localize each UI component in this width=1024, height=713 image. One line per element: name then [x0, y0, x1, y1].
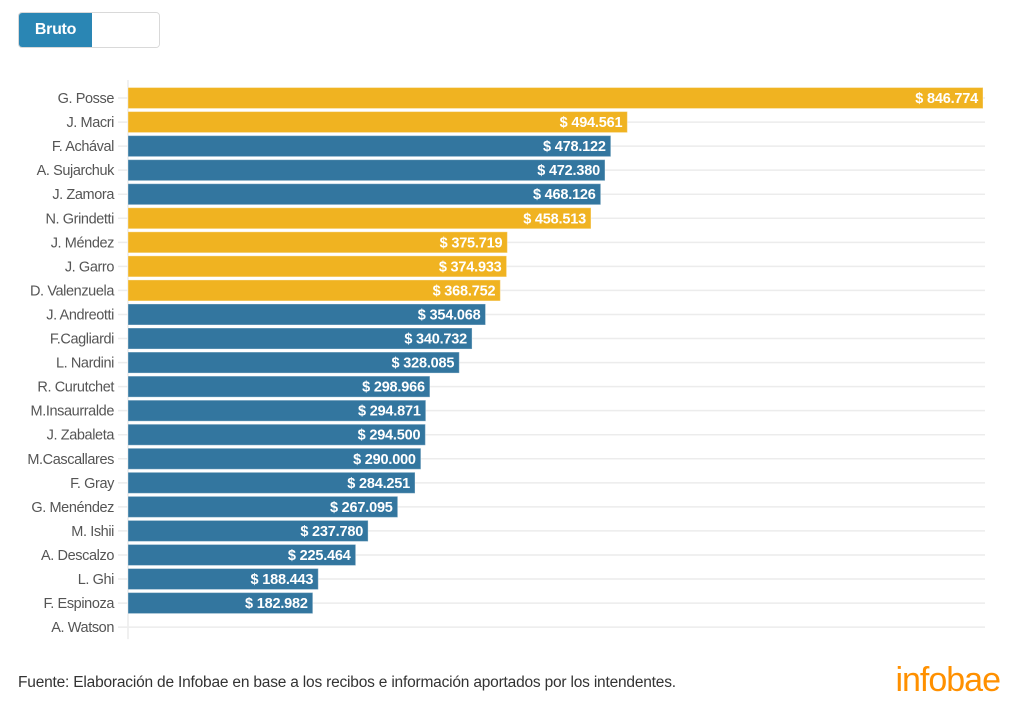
value-label: $ 478.122: [543, 139, 606, 155]
value-label: $ 468.126: [533, 187, 596, 203]
category-label: J. Zabaleta: [47, 428, 116, 444]
value-label: $ 494.561: [560, 115, 623, 131]
bar: [127, 159, 606, 182]
value-label: $ 472.380: [537, 163, 600, 179]
bar: [127, 87, 984, 110]
toggle-option-bruto[interactable]: Bruto: [19, 13, 92, 47]
bar-chart: G. Posse $ 846.774 J. Macri $ 494.561 F. Ach…: [27, 80, 985, 640]
value-label: $ 188.443: [251, 572, 314, 588]
bar: [127, 375, 431, 398]
bar: [127, 592, 314, 615]
value-label: $ 237.780: [300, 524, 363, 540]
category-label: J. Garro: [65, 259, 115, 275]
bar: [127, 183, 602, 206]
bar: [127, 423, 426, 446]
bar: [127, 279, 501, 302]
bar: [127, 471, 416, 494]
category-label: J. Macri: [66, 115, 114, 131]
category-label: J. Andreotti: [46, 307, 114, 323]
category-label: D. Valenzuela: [30, 283, 115, 299]
category-label: F. Espinoza: [43, 596, 115, 612]
bar: [127, 303, 487, 326]
value-label: $ 284.251: [347, 476, 410, 492]
value-label: $ 368.752: [433, 283, 496, 299]
category-label: N. Grindetti: [45, 211, 114, 227]
value-label: $ 182.982: [245, 596, 308, 612]
value-label: $ 294.500: [358, 428, 421, 444]
value-label: $ 290.000: [353, 452, 416, 468]
value-label: $ 375.719: [440, 235, 503, 251]
value-label: $ 328.085: [392, 356, 455, 372]
value-label: $ 340.732: [404, 332, 467, 348]
bar: [127, 399, 427, 422]
value-label: $ 354.068: [418, 307, 481, 323]
value-label: $ 298.966: [362, 380, 425, 396]
toggle-option-alt[interactable]: [92, 13, 159, 47]
category-label: R. Curutchet: [37, 380, 114, 396]
category-label: A. Sujarchuk: [37, 163, 116, 179]
category-label: M. Ishii: [71, 524, 114, 540]
value-label: $ 374.933: [439, 259, 502, 275]
view-toggle[interactable]: Bruto: [18, 12, 160, 48]
bar: [127, 351, 460, 374]
value-label: $ 225.464: [288, 548, 351, 564]
bar: [127, 231, 508, 254]
value-label: $ 458.513: [523, 211, 586, 227]
source-note: Fuente: Elaboración de Infobae en base a…: [18, 674, 676, 691]
category-label: F. Achával: [52, 139, 114, 155]
value-label: $ 267.095: [330, 500, 393, 516]
category-label: M.Insaurralde: [31, 404, 115, 420]
bar: [127, 327, 473, 350]
category-label: F. Gray: [70, 476, 115, 492]
infobae-logo: infobae: [895, 661, 1001, 699]
category-label: M.Cascallares: [27, 452, 114, 468]
category-label: A. Descalzo: [41, 548, 114, 564]
bar: [127, 495, 399, 518]
bar: [127, 519, 369, 542]
category-label: L. Ghi: [78, 572, 114, 588]
category-label: A. Watson: [51, 620, 114, 636]
category-label: G. Menéndez: [31, 500, 114, 516]
category-label: J. Méndez: [51, 235, 114, 251]
category-label: J. Zamora: [52, 187, 115, 203]
bar: [127, 568, 319, 591]
category-label: G. Posse: [58, 91, 115, 107]
value-label: $ 846.774: [915, 91, 978, 107]
category-label: F.Cagliardi: [50, 332, 114, 348]
bar: [127, 111, 628, 134]
bar: [127, 543, 357, 566]
bar: [127, 255, 508, 278]
bar: [127, 207, 592, 230]
value-label: $ 294.871: [358, 404, 421, 420]
category-label: L. Nardini: [56, 356, 114, 372]
bar: [127, 135, 612, 158]
bar: [127, 447, 422, 470]
